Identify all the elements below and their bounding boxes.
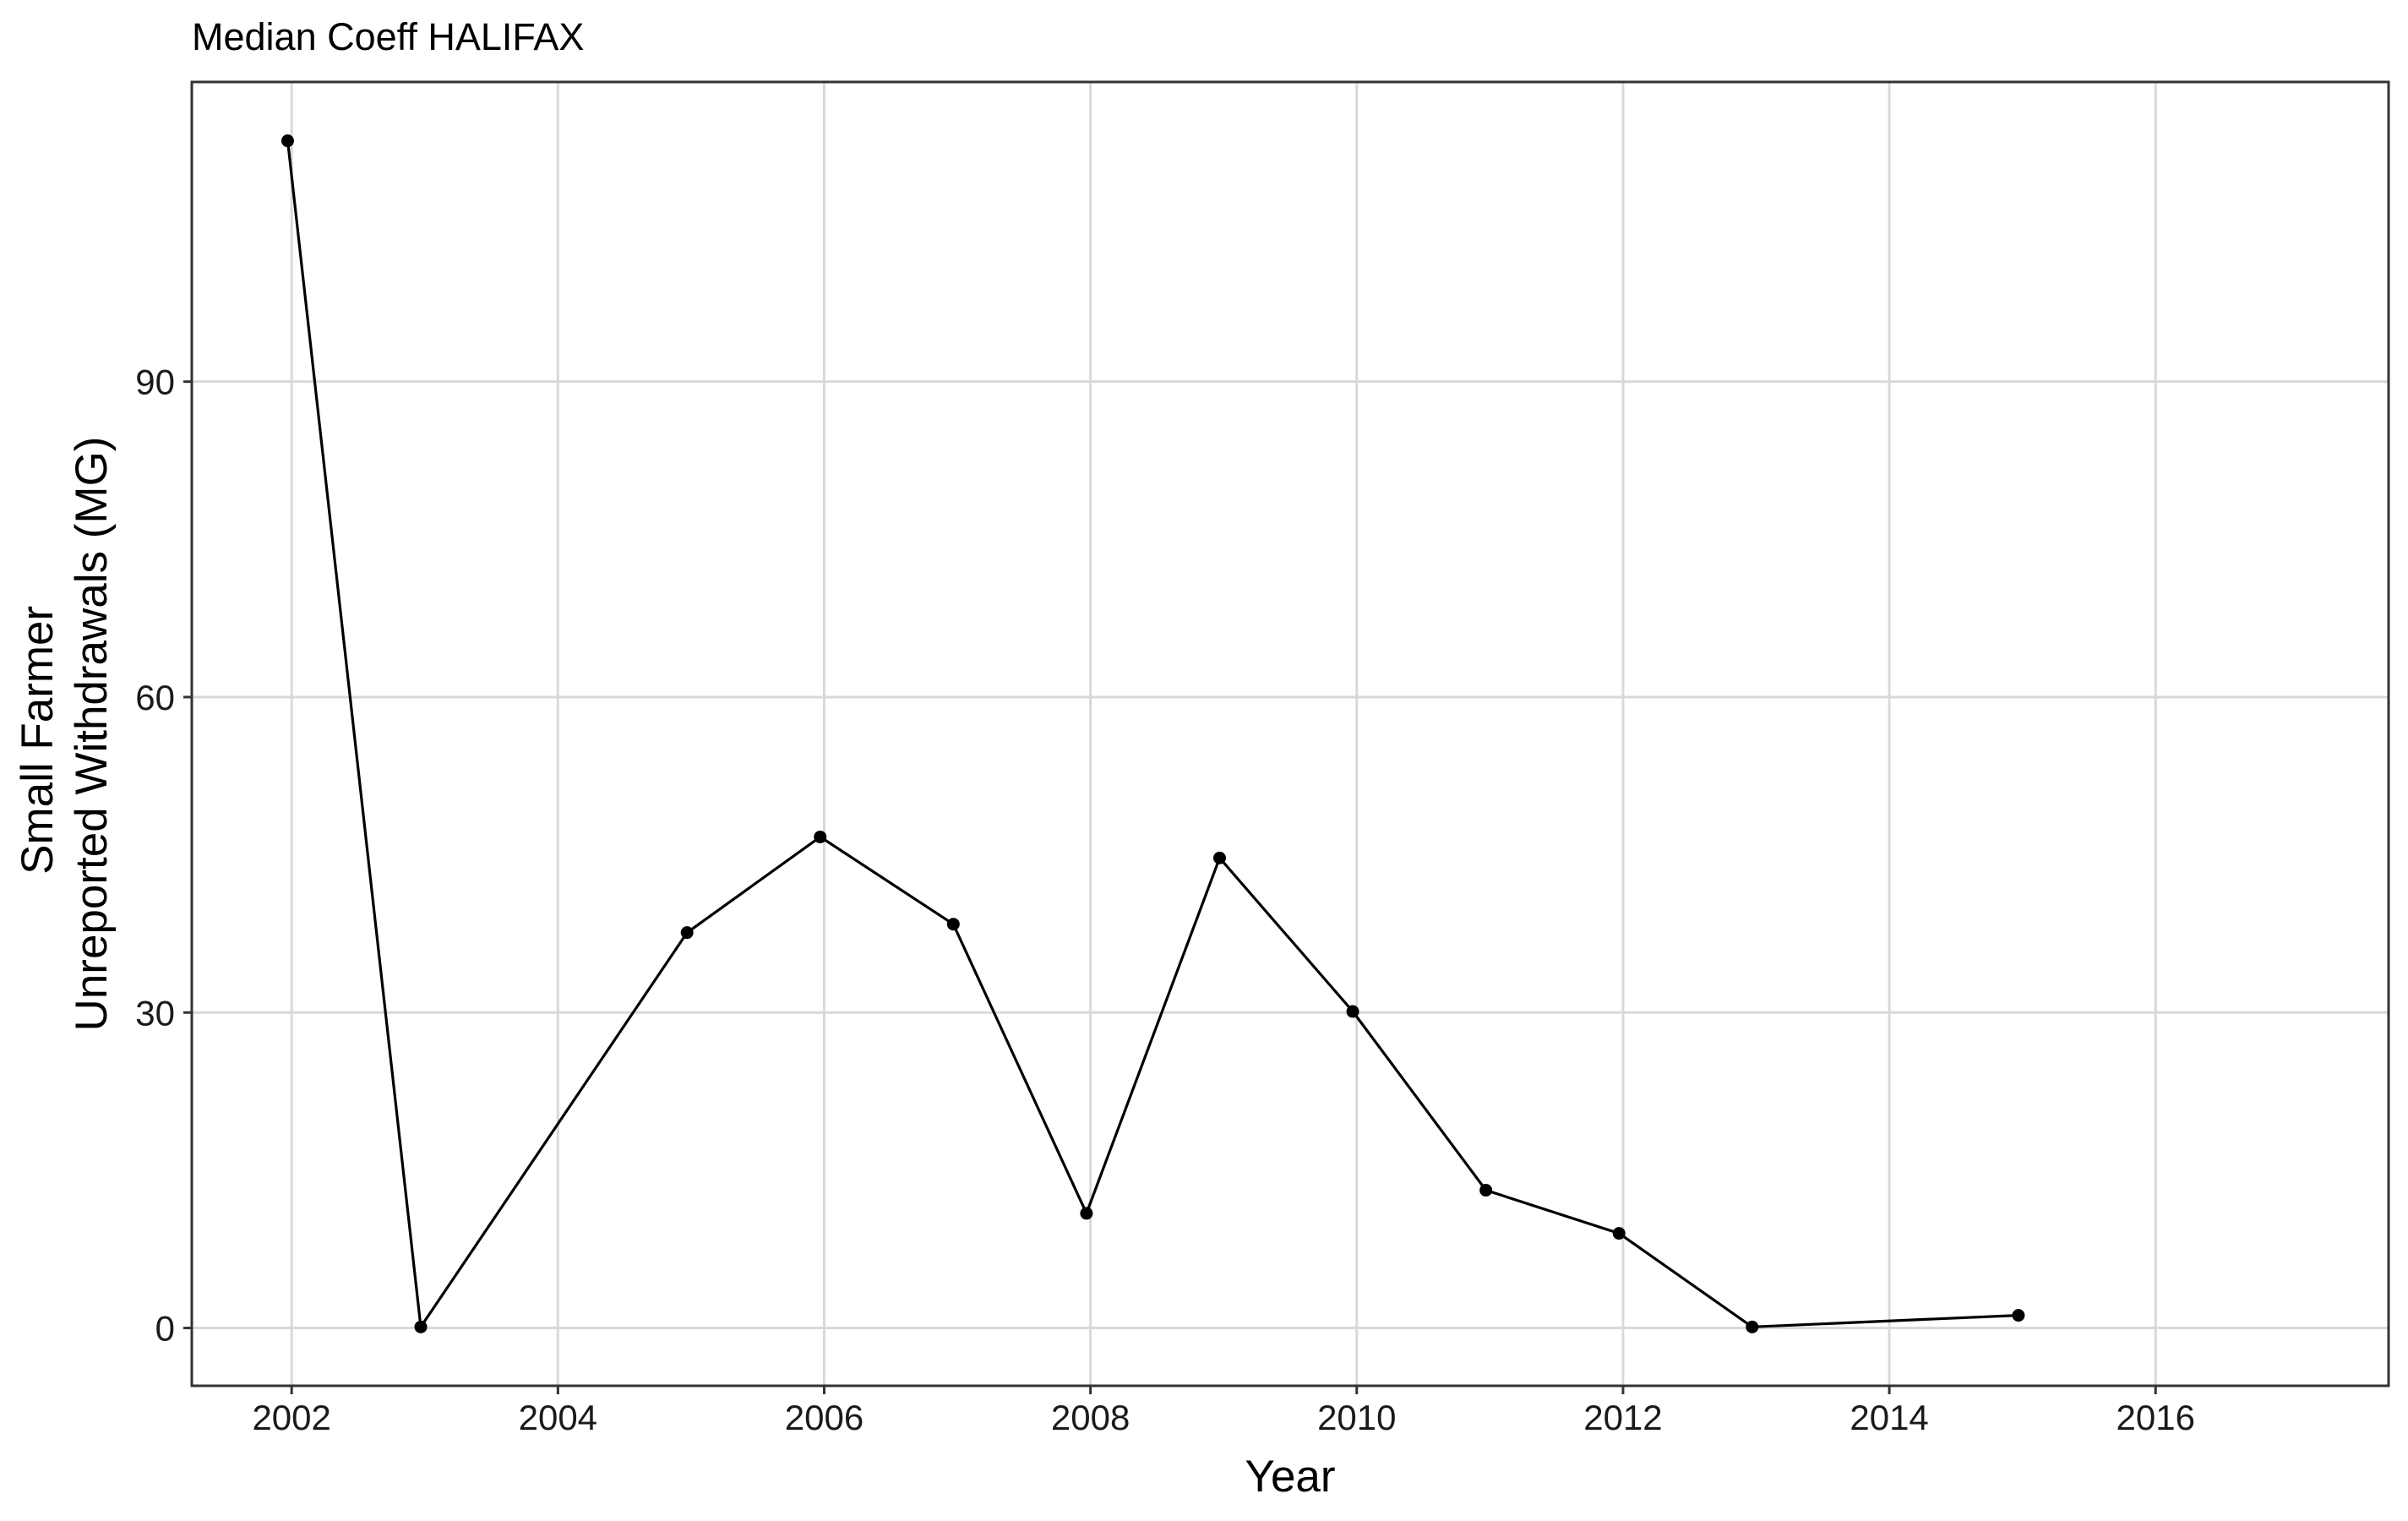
data-point <box>814 830 827 843</box>
y-tick-label: 0 <box>155 1309 175 1349</box>
x-tick-label: 2010 <box>1317 1398 1396 1437</box>
x-tick-label: 2012 <box>1583 1398 1662 1437</box>
x-tick-label: 2008 <box>1051 1398 1130 1437</box>
data-point <box>1746 1320 1759 1333</box>
x-tick-label: 2016 <box>2117 1398 2195 1437</box>
x-tick-label: 2014 <box>1850 1398 1928 1437</box>
x-tick-label: 2006 <box>785 1398 864 1437</box>
data-point-layer <box>281 134 2025 1333</box>
grid-lines <box>192 82 2389 1386</box>
x-tick-label: 2004 <box>519 1398 597 1437</box>
plot-panel-border <box>190 80 2390 1387</box>
data-point <box>946 918 960 931</box>
y-axis-title-line-1: Small Farmer <box>13 606 63 875</box>
data-point <box>1212 851 1226 864</box>
y-axis-title-line-2: Unreported Withdrawals (MG) <box>67 437 117 1032</box>
data-point <box>2012 1309 2025 1322</box>
data-point <box>1479 1184 1493 1197</box>
series-line <box>286 140 2018 1328</box>
y-axis-ticks: 0 30 60 90 <box>135 363 192 1349</box>
data-point <box>1080 1207 1093 1220</box>
data-point <box>680 926 694 940</box>
chart-title: Median Coeff HALIFAX <box>192 15 584 58</box>
data-point <box>281 134 294 148</box>
x-tick-label: 2002 <box>252 1398 330 1437</box>
y-axis-title: Small Farmer Unreported Withdrawals (MG) <box>13 437 117 1032</box>
y-tick-label: 90 <box>135 363 175 402</box>
data-point <box>414 1320 428 1333</box>
data-point <box>1612 1227 1626 1240</box>
data-point <box>1346 1005 1359 1018</box>
y-tick-label: 30 <box>135 993 175 1033</box>
data-line-layer <box>286 140 2018 1328</box>
x-axis-ticks: 2002 2004 2006 2008 2010 2012 2014 2016 <box>252 1386 2195 1437</box>
x-axis-title: Year <box>1245 1452 1335 1502</box>
y-tick-label: 60 <box>135 678 175 717</box>
